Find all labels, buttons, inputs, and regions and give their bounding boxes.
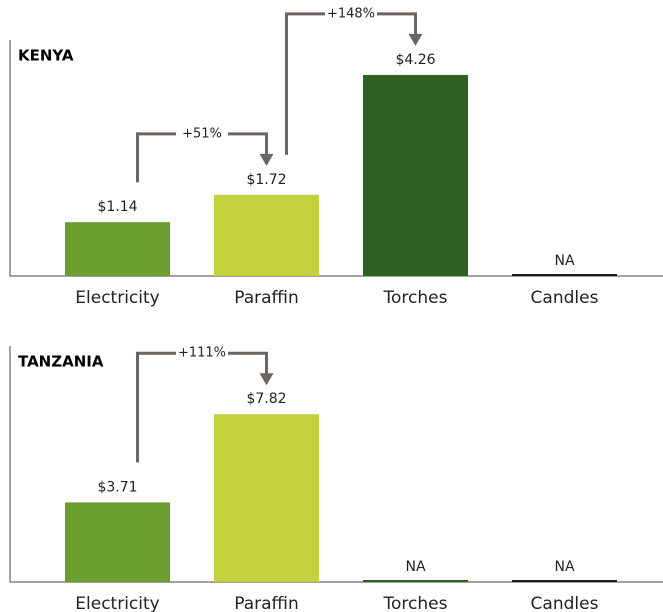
x-tick-label: Electricity — [75, 288, 159, 308]
bar — [214, 414, 319, 582]
x-tick-label: Candles — [531, 288, 599, 308]
arrow-head — [259, 153, 274, 166]
bar — [65, 222, 170, 276]
bar — [363, 580, 468, 582]
bar — [512, 580, 617, 582]
x-tick-label: Paraffin — [234, 288, 299, 308]
arrow-head — [408, 33, 423, 46]
annotation: +51% — [182, 126, 222, 141]
annotation: +148% — [327, 6, 375, 21]
annotation-bg — [176, 344, 228, 363]
value-label: NA — [554, 253, 574, 269]
bar — [214, 194, 319, 276]
value-label: $3.71 — [97, 479, 137, 495]
panel-title: KENYA — [18, 47, 74, 65]
annotation-bg — [176, 124, 228, 143]
bar — [65, 502, 170, 582]
value-label: NA — [554, 559, 574, 575]
x-tick-label: Torches — [383, 594, 448, 612]
panel-title: TANZANIA — [18, 353, 104, 371]
value-label: $7.82 — [246, 391, 286, 407]
x-tick-label: Paraffin — [234, 594, 299, 612]
arrow-head — [259, 373, 274, 386]
value-label: NA — [405, 559, 425, 575]
annotation-bg — [325, 4, 377, 23]
x-tick-label: Torches — [383, 288, 448, 308]
value-label: $1.14 — [97, 199, 137, 215]
x-tick-label: Electricity — [75, 594, 159, 612]
bar — [363, 74, 468, 276]
bar — [512, 274, 617, 276]
annotation: +111% — [178, 346, 226, 361]
x-tick-label: Candles — [531, 594, 599, 612]
value-label: $4.26 — [395, 52, 435, 68]
value-label: $1.72 — [246, 172, 286, 188]
